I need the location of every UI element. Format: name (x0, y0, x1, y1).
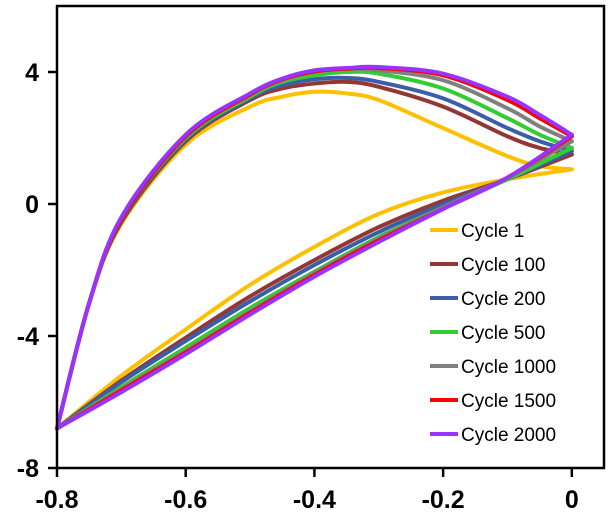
legend-label: Cycle 500 (461, 323, 546, 344)
legend-item-cycle-2000: Cycle 2000 (430, 425, 556, 446)
legend-label: Cycle 1000 (461, 357, 556, 378)
x-tick-label: -0.4 (293, 486, 336, 514)
series-line-cycle-1-anodic (55, 167, 574, 431)
legend-item-cycle-1: Cycle 1 (430, 221, 524, 242)
ticks-layer: -0.8 -0.6 -0.4 -0.2 0 4 0 -4 -8 (17, 59, 579, 514)
y-tick-label: 4 (25, 59, 39, 87)
legend-label: Cycle 100 (461, 255, 546, 276)
y-tick-label: 0 (25, 191, 39, 219)
series-line-cycle-2000-cathodic (55, 64, 574, 431)
legend-item-cycle-200: Cycle 200 (430, 289, 546, 310)
plot-frame (55, 4, 606, 470)
legend-item-cycle-500: Cycle 500 (430, 323, 546, 344)
series-layer (55, 64, 574, 431)
legend-label: Cycle 1 (461, 221, 524, 242)
legend: Cycle 1 Cycle 100 Cycle 200 Cycle 500 Cycle … (430, 221, 556, 446)
legend-item-cycle-1000: Cycle 1000 (430, 357, 556, 378)
legend-label: Cycle 2000 (461, 425, 556, 446)
series-cycle-2000 (55, 64, 574, 431)
legend-label: Cycle 1500 (461, 391, 556, 412)
legend-item-cycle-100: Cycle 100 (430, 255, 546, 276)
x-tick-label: 0 (565, 486, 579, 514)
series-line-cycle-2000-anodic (55, 132, 574, 431)
y-tick-label: -8 (17, 455, 39, 483)
x-tick-label: -0.2 (422, 486, 465, 514)
y-tick-label: -4 (17, 323, 39, 351)
legend-label: Cycle 200 (461, 289, 546, 310)
x-tick-label: -0.6 (164, 486, 207, 514)
legend-item-cycle-1500: Cycle 1500 (430, 391, 556, 412)
x-tick-label: -0.8 (35, 486, 78, 514)
